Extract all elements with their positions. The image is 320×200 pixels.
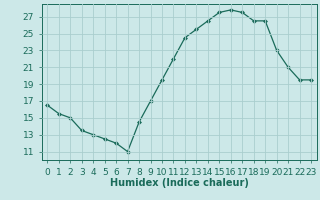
X-axis label: Humidex (Indice chaleur): Humidex (Indice chaleur) <box>110 178 249 188</box>
